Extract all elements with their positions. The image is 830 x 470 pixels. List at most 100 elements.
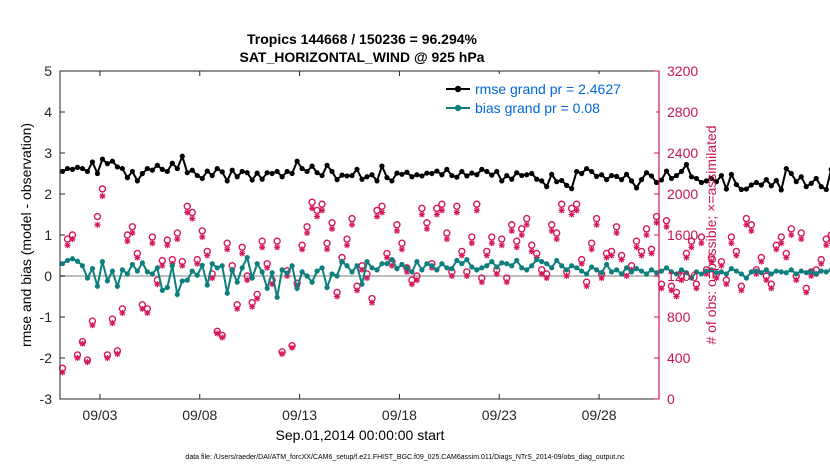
rmse-point — [778, 187, 784, 193]
obs-assimilated-marker — [788, 232, 795, 238]
obs-possible-marker — [378, 202, 386, 211]
bias-point — [239, 265, 245, 271]
obs-assimilated-marker — [144, 309, 151, 316]
legend: rmse grand pr = 2.4627 bias grand pr = 0… — [442, 74, 656, 122]
rmse-point — [374, 178, 380, 184]
rmse-point — [693, 175, 700, 182]
rmse-point — [354, 166, 360, 172]
obs-possible-marker — [592, 214, 601, 223]
rmse-point — [454, 174, 460, 180]
rmse-point — [658, 177, 665, 183]
bias-point — [783, 270, 789, 276]
bias-point — [793, 271, 799, 277]
obs-assimilated-marker — [818, 260, 825, 267]
obs-possible-marker — [572, 200, 581, 208]
rmse-point — [534, 176, 540, 182]
x-tick-label: 09/08 — [182, 407, 217, 423]
obs-assimilated-marker — [99, 193, 106, 200]
obs-assimilated-marker — [378, 209, 385, 216]
obs-assimilated-marker — [583, 283, 590, 290]
bias-point — [414, 259, 420, 265]
rmse-point — [149, 167, 155, 173]
bias-point — [254, 261, 260, 267]
bias-point — [678, 267, 685, 273]
rmse-point — [304, 168, 310, 175]
bias-point — [544, 261, 550, 267]
bias-point — [773, 268, 779, 274]
bias-point — [753, 268, 759, 274]
bias-point — [564, 267, 570, 273]
bias-point — [74, 258, 81, 264]
obs-assimilated-marker — [548, 227, 555, 234]
bias-point — [788, 267, 794, 273]
obs-assimilated-marker — [623, 273, 630, 279]
bias-point — [389, 257, 395, 263]
bias-point — [319, 265, 325, 271]
rmse-point — [783, 165, 789, 172]
bias-point — [449, 266, 455, 272]
rmse-point — [199, 175, 205, 182]
bias-point — [504, 261, 510, 267]
rmse-point — [489, 172, 495, 178]
bias-point — [164, 284, 170, 291]
bias-point — [698, 271, 705, 277]
rmse-point — [419, 173, 425, 179]
bias-point — [229, 267, 235, 273]
rmse-point — [229, 167, 235, 173]
bias-point — [648, 267, 655, 273]
rmse-point — [179, 153, 185, 159]
bias-point — [64, 257, 71, 264]
rmse-point — [404, 169, 410, 175]
obs-assimilated-marker — [309, 205, 316, 212]
bias-point — [359, 281, 365, 287]
bias-point — [598, 270, 605, 276]
bias-point — [569, 263, 575, 269]
obs-assimilated-marker — [149, 240, 156, 247]
rmse-point — [119, 165, 125, 172]
obs-assimilated-marker — [738, 287, 745, 294]
rmse-point — [733, 181, 739, 188]
bias-point — [733, 268, 739, 274]
bias-point — [633, 266, 640, 272]
rmse-point — [219, 169, 225, 175]
obs-possible-marker — [508, 221, 516, 229]
y2-axis-label: # of obs: o=possible; ×=assimilated — [703, 125, 719, 344]
bias-point — [579, 268, 585, 274]
obs-assimilated-marker — [433, 211, 440, 218]
rmse-point — [499, 178, 505, 184]
obs-assimilated-marker — [289, 344, 296, 351]
obs-assimilated-marker — [94, 221, 101, 228]
bias-point — [324, 284, 330, 291]
y-tick-label: -3 — [40, 391, 53, 407]
rmse-point — [189, 167, 195, 173]
obs-assimilated-marker — [64, 242, 71, 249]
obs-assimilated-marker — [134, 254, 141, 261]
rmse-point — [584, 165, 590, 172]
rmse-point — [539, 178, 545, 184]
rmse-point — [154, 162, 160, 168]
rmse-point — [269, 170, 275, 177]
rmse-point — [474, 172, 480, 178]
bias-point — [119, 267, 125, 273]
rmse-point — [139, 170, 145, 177]
obs-assimilated-marker — [304, 229, 311, 236]
obs-possible-marker — [423, 218, 431, 227]
x-tick-label: 09/13 — [282, 407, 317, 423]
bias-point — [179, 278, 185, 284]
bias-point — [209, 261, 215, 267]
bias-point — [159, 287, 165, 293]
obs-assimilated-marker — [748, 227, 755, 234]
obs-possible-marker — [787, 225, 795, 233]
bias-point — [289, 263, 295, 269]
y-tick-label: -2 — [40, 350, 53, 366]
obs-assimilated-marker — [204, 252, 211, 259]
obs-possible-marker — [443, 229, 451, 237]
rmse-point — [788, 170, 794, 177]
obs-assimilated-marker — [568, 211, 575, 218]
obs-assimilated-marker — [139, 305, 146, 312]
chart-title: Tropics 144668 / 150236 = 96.294% — [247, 31, 478, 47]
rmse-point — [633, 185, 640, 191]
obs-possible-marker — [587, 239, 596, 247]
bias-point — [129, 261, 135, 268]
rmse-point — [544, 184, 550, 190]
